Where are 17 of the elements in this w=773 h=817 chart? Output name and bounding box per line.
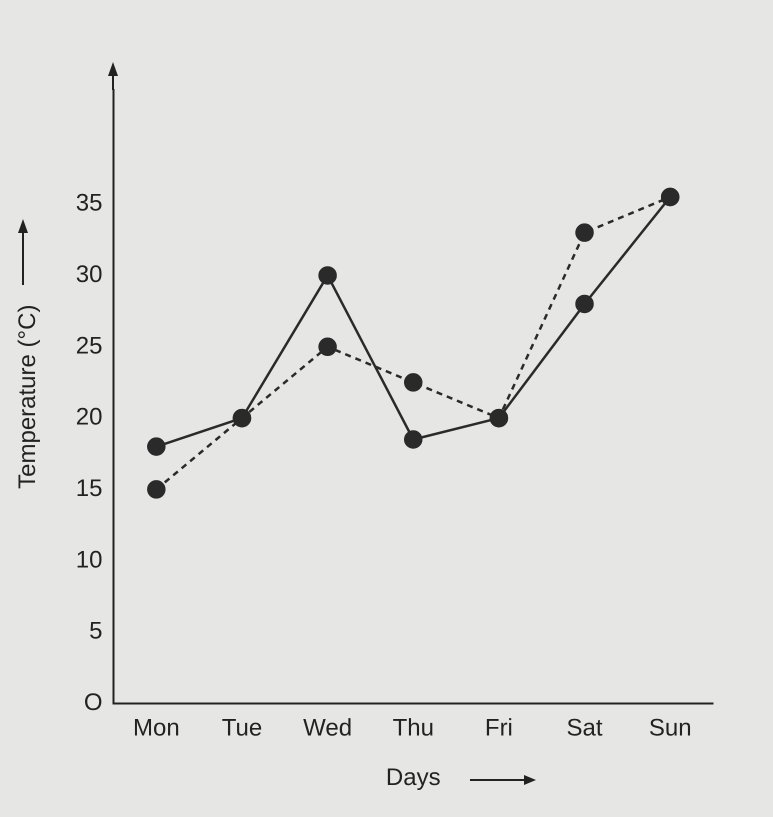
x-tick-label: Wed — [303, 714, 352, 742]
y-tick-label: 5 — [89, 618, 102, 645]
y-tick-label: 20 — [76, 404, 102, 431]
x-tick-label: Sun — [648, 714, 692, 742]
x-tick-label: Sat — [566, 714, 603, 742]
x-tick-label: Tue — [222, 714, 262, 742]
y-tick-label: 15 — [76, 475, 102, 502]
y-tick-label: 30 — [76, 261, 102, 288]
x-tick-label: Fri — [484, 714, 513, 742]
x-tick-label: Thu — [392, 714, 434, 742]
y-tick-label: 10 — [76, 546, 102, 574]
y-tick-label: O — [84, 689, 102, 716]
x-tick-label: Mon — [132, 714, 180, 742]
y-tick-label: 25 — [76, 332, 102, 360]
y-axis-title: Temperature (°C) — [14, 304, 42, 489]
x-axis-title: Days — [386, 764, 441, 792]
y-tick-label: 35 — [76, 190, 102, 217]
